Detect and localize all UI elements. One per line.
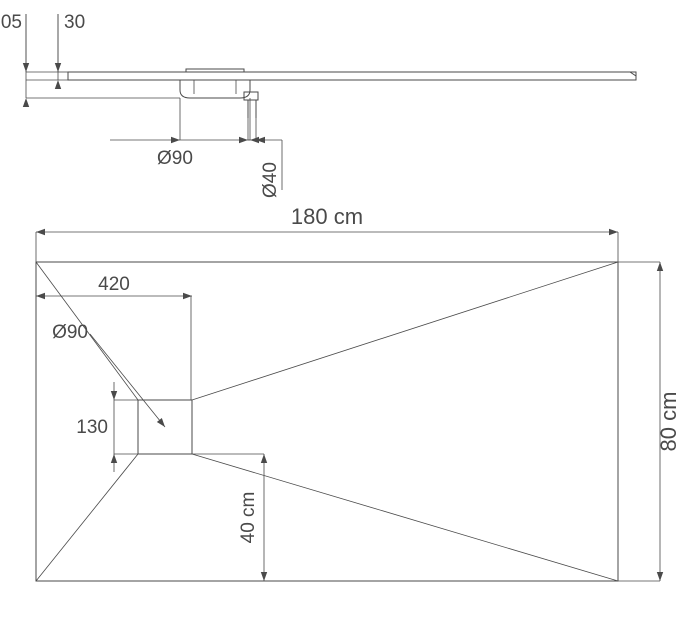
svg-text:Ø90: Ø90 <box>157 148 193 169</box>
svg-text:40 cm: 40 cm <box>238 492 259 544</box>
svg-text:Ø90: Ø90 <box>52 322 88 343</box>
svg-text:105: 105 <box>0 12 22 33</box>
svg-text:80 cm: 80 cm <box>656 392 681 452</box>
svg-text:Ø40: Ø40 <box>260 162 281 198</box>
svg-text:130: 130 <box>76 417 108 438</box>
svg-text:420: 420 <box>98 274 130 295</box>
svg-text:30: 30 <box>64 12 85 33</box>
svg-text:180 cm: 180 cm <box>291 204 363 229</box>
